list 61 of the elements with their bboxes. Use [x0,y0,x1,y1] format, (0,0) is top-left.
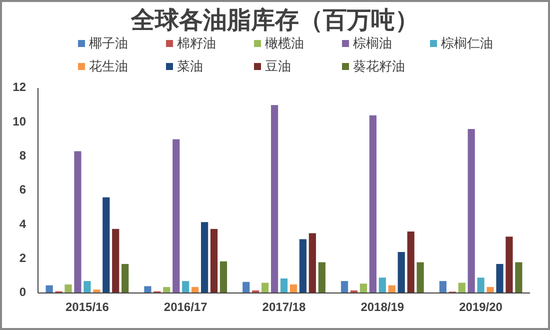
bar [270,105,278,293]
bar [242,282,250,293]
legend-label: 橄榄油 [265,35,304,50]
bar [144,286,152,293]
x-tick-label: 2019/20 [459,300,503,314]
bar [477,278,484,293]
bar [515,262,522,293]
bar [369,115,376,293]
bar [308,233,316,293]
bar [84,281,91,293]
y-tick-label: 10 [12,114,26,128]
bar [262,282,269,293]
x-tick-label: 2017/18 [262,300,306,314]
bar [172,139,180,293]
bar [163,287,170,293]
bar [200,222,208,293]
bar [122,264,129,293]
bar [182,281,190,293]
legend-label: 棉籽油 [177,35,216,50]
legend-label: 椰子油 [89,35,128,50]
y-tick-label: 4 [19,216,26,231]
legend-label: 花生油 [89,58,128,74]
bar [506,236,513,293]
bar [210,228,218,293]
chart-title: 全球各油脂库存（百万吨） [130,7,419,34]
y-tick-label: 12 [12,80,26,94]
bar [64,284,72,293]
bar [192,287,199,293]
bar [439,281,446,293]
bar [388,285,396,293]
bar [46,285,53,293]
y-tick-label: 6 [19,182,26,197]
bar [458,282,466,293]
bar [318,262,326,293]
y-tick-label: 8 [19,148,26,163]
bar [112,228,120,293]
bar [74,151,82,293]
bar [378,278,386,293]
bar [290,284,298,293]
x-tick-label: 2015/16 [66,300,110,314]
bar [220,261,228,293]
bar [360,284,368,293]
bar [398,252,405,293]
bar [299,239,306,293]
legend-label: 棕榈仁油 [441,35,493,50]
bar [340,281,348,293]
x-tick-label: 2016/17 [164,300,208,314]
bar [416,262,424,293]
bar [486,287,494,293]
bar [468,129,475,293]
legend-label: 棕榈油 [353,35,392,50]
legend-label: 豆油 [265,58,291,74]
bar [280,278,288,293]
x-tick-label: 2018/19 [360,300,404,314]
y-tick-label: 0 [19,285,26,300]
bar [102,197,110,293]
bar [407,232,414,293]
y-tick-label: 2 [19,251,26,266]
legend-label: 葵花籽油 [353,58,405,74]
bar [496,264,504,293]
legend-label: 菜油 [177,58,203,74]
